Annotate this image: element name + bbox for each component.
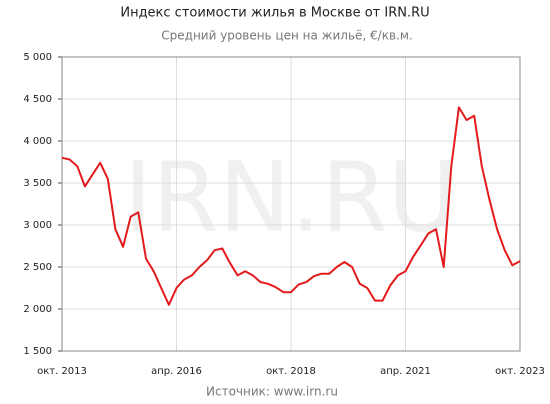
y-tick-label: 2 000 — [23, 304, 52, 315]
plot-frame — [61, 56, 521, 352]
y-tick-label: 3 000 — [23, 220, 52, 231]
x-tick-label: окт. 2013 — [37, 366, 87, 377]
y-tick-label: 1 500 — [23, 346, 52, 357]
y-tick-label: 5 000 — [23, 52, 52, 63]
source: Источник: www.irn.ru — [206, 385, 338, 399]
x-tick-label: окт. 2018 — [266, 366, 316, 377]
y-tick-label: 4 500 — [23, 94, 52, 105]
x-tick-label: окт. 2023 — [495, 366, 545, 377]
chart-title: Индекс стоимости жилья в Москве от IRN.R… — [120, 6, 429, 21]
x-tick-label: апр. 2021 — [380, 366, 431, 377]
line-series — [61, 106, 521, 306]
x-tick-label: апр. 2016 — [151, 366, 202, 377]
y-tick-label: 4 000 — [23, 136, 52, 147]
y-tick-label: 2 500 — [23, 262, 52, 273]
y-tick-label: 3 500 — [23, 178, 52, 189]
chart-subtitle: Средний уровень цен на жильё, €/кв.м. — [161, 29, 412, 43]
